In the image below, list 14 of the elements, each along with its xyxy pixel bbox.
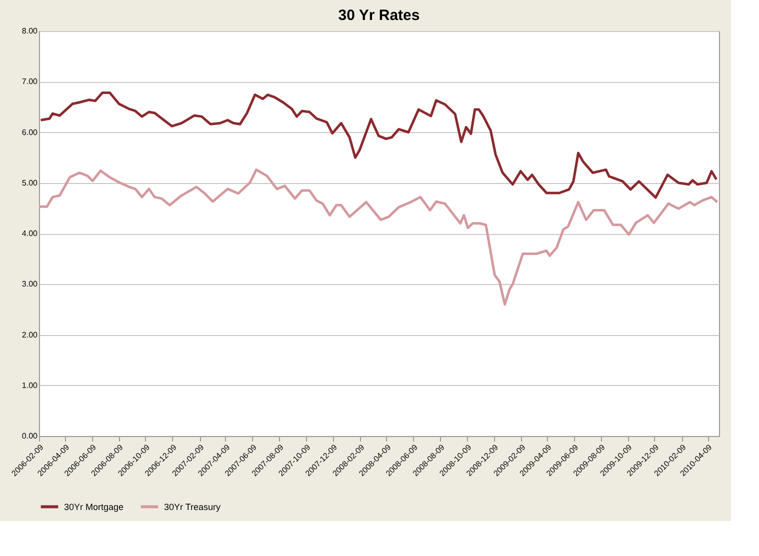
- y-tick-label: 2.00: [22, 330, 38, 340]
- y-tick-label: 7.00: [22, 77, 38, 86]
- y-tick-label: 4.00: [22, 229, 38, 238]
- y-tick-label: 8.00: [22, 26, 38, 36]
- legend-label: 30Yr Treasury: [164, 502, 222, 512]
- legend-label: 30Yr Mortgage: [64, 502, 124, 512]
- line-series: [40, 92, 718, 199]
- line-series: [38, 168, 718, 306]
- chart-title: 30 Yr Rates: [338, 7, 420, 24]
- y-tick-label: 5.00: [22, 178, 38, 188]
- y-tick-label: 1.00: [22, 380, 38, 390]
- y-tick-label: 3.00: [22, 280, 38, 289]
- y-tick-label: 0.00: [22, 432, 38, 440]
- y-tick-label: 6.00: [22, 128, 38, 137]
